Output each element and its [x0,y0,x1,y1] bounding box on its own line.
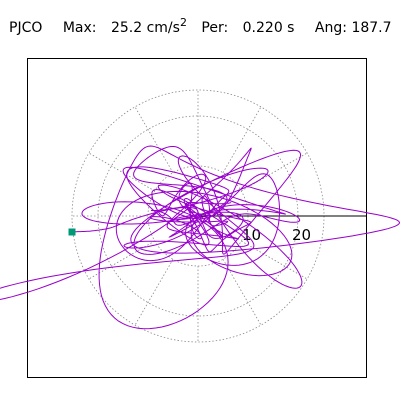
particle-motion-trace [0,145,400,330]
angle-value: 187.7 [351,20,392,36]
station-code: PJCO [9,20,43,36]
grid-spoke [134,106,174,173]
plot-frame [27,58,367,378]
period-label: Per: [201,20,229,36]
grid-spoke [88,152,155,192]
grid-spoke [222,106,262,173]
max-unit: cm/s [146,20,180,36]
grid-spoke [134,259,174,326]
angle-label: Ang: [314,20,347,36]
waveform-header: PJCO Max: 25.2 cm/s2 Per: 0.220 s Ang: 1… [9,14,392,37]
tick-label: 20 [292,226,311,244]
grid-spoke [241,240,308,280]
period-value: 0.220 s [242,20,295,36]
grid-spoke [88,240,155,280]
trace-end-marker [68,228,76,236]
grid-spoke [241,152,308,192]
grid-spoke [222,259,262,326]
tick-label: 10 [242,226,261,244]
max-label: Max: [62,20,97,36]
max-value: 25.2 [110,20,143,36]
max-unit-exponent: 2 [179,16,187,29]
